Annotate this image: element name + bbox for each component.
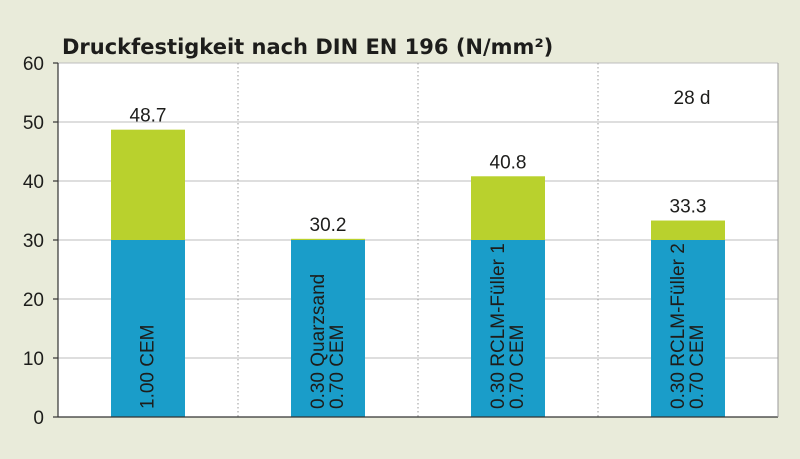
y-tick-label: 30 [23, 231, 44, 252]
bar-category-label: 0.30 Quarzsand [308, 274, 329, 409]
bar-group: 48.7 1.00 CEM [111, 106, 185, 417]
bar-value-label: 33.3 [670, 197, 707, 218]
bar-value-label: 30.2 [310, 215, 347, 236]
chart-title: Druckfestigkeit nach DIN EN 196 (N/mm²) [62, 35, 553, 59]
age-annotation: 28 d [674, 88, 711, 109]
bar-group: 33.3 0.30 RCLM-Füller 20.70 CEM [651, 197, 725, 417]
bar-category-label: 0.70 CEM [327, 325, 348, 409]
y-tick-label: 20 [23, 290, 44, 311]
y-tick-label: 0 [33, 408, 44, 429]
bar-base-segment [651, 240, 725, 417]
bar-value-label: 48.7 [130, 106, 167, 127]
bar-category-label: 0.30 RCLM-Füller 1 [488, 243, 509, 409]
bar-increment-segment [471, 176, 545, 240]
bar-group: 40.8 0.30 RCLM-Füller 10.70 CEM [471, 152, 545, 417]
bar-base-segment [111, 240, 185, 417]
bar-value-label: 40.8 [490, 152, 527, 173]
y-tick-label: 40 [23, 172, 44, 193]
bar-category-label: 0.70 CEM [687, 325, 708, 409]
bar-category-label: 0.70 CEM [507, 325, 528, 409]
bar-increment-segment [291, 238, 365, 240]
bar-base-segment [471, 240, 545, 417]
y-tick-label: 10 [23, 349, 44, 370]
bar-category-label: 0.30 RCLM-Füller 2 [668, 243, 689, 409]
bar-category-label: 1.00 CEM [138, 325, 159, 409]
y-tick-label: 60 [23, 54, 44, 75]
bar-increment-segment [111, 129, 185, 240]
y-tick-label: 50 [23, 113, 44, 134]
bar-base-segment [291, 240, 365, 417]
bar-increment-segment [651, 220, 725, 240]
